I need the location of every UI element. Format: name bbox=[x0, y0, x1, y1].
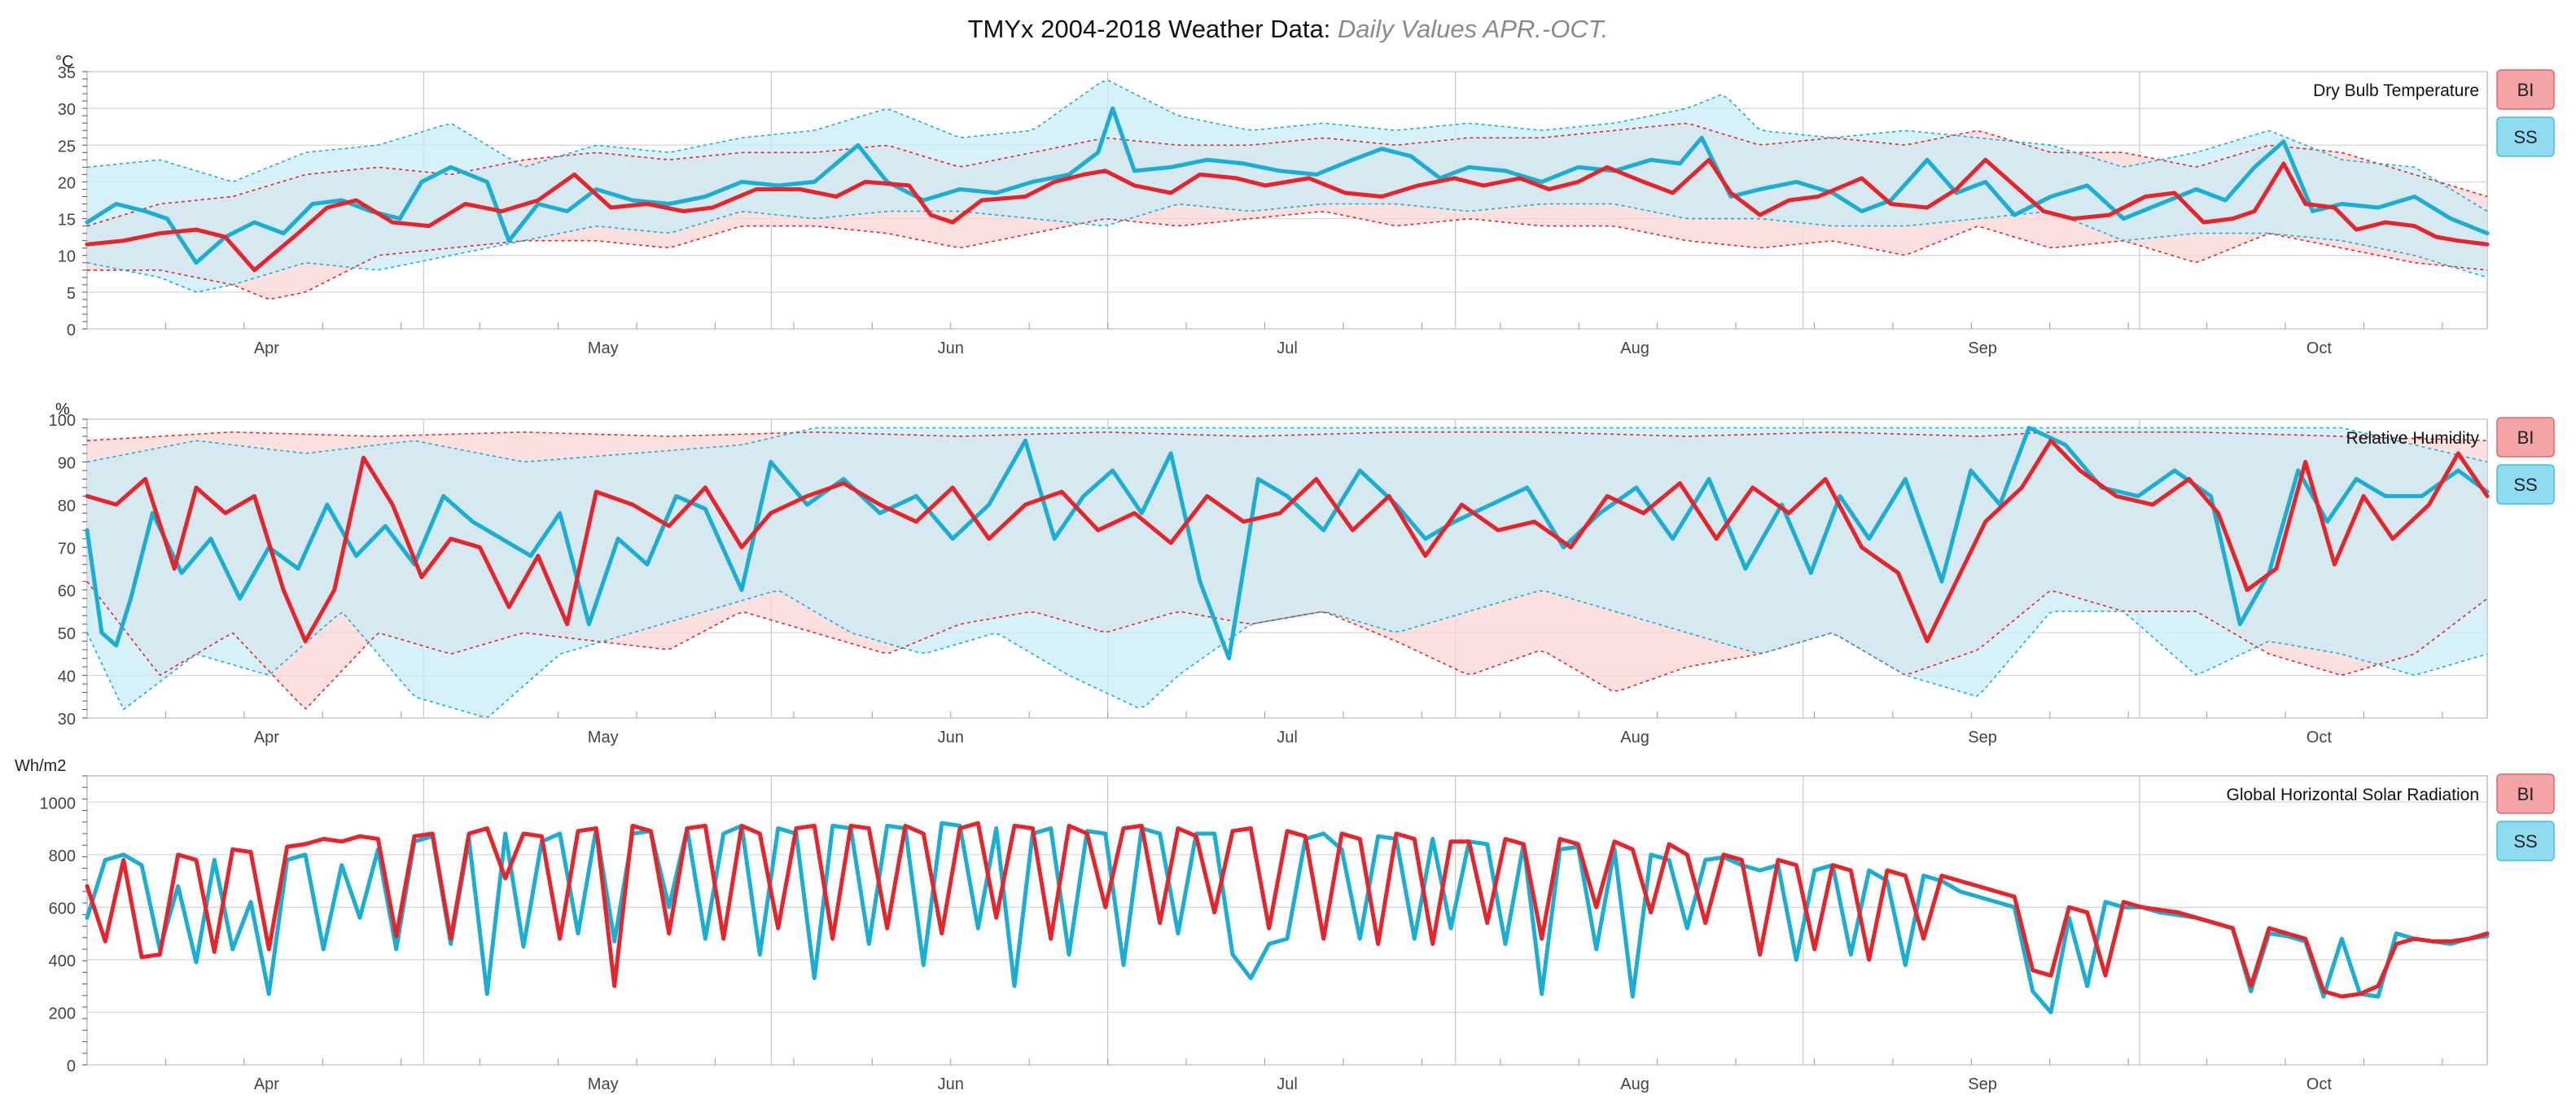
series-line-ss bbox=[85, 106, 2490, 265]
band-edge-lower-ss bbox=[86, 589, 2488, 718]
chart-main-title: TMYx 2004-2018 Weather Data: Daily Value… bbox=[0, 15, 2576, 44]
panel-title: Dry Bulb Temperature bbox=[2313, 81, 2479, 100]
y-tick-label: 70 bbox=[58, 540, 76, 558]
legend-badge-bi bbox=[2496, 417, 2555, 458]
band-edge-upper-bi bbox=[86, 431, 2488, 441]
main-title-text: TMYx 2004-2018 Weather Data: bbox=[967, 15, 1338, 43]
main-title-subtitle: Daily Values APR.-OCT. bbox=[1337, 15, 1609, 43]
y-tick-label: 0 bbox=[67, 1058, 76, 1075]
month-label-apr: Apr bbox=[254, 339, 279, 357]
legend-label-ss: SS bbox=[2513, 831, 2537, 852]
series-line-bi bbox=[85, 438, 2490, 644]
month-label-jun: Jun bbox=[938, 339, 964, 357]
month-label-sep: Sep bbox=[1968, 339, 1997, 357]
band-edge-lower-ss bbox=[86, 203, 2488, 293]
y-tick-label: 50 bbox=[58, 625, 76, 643]
y-tick-label: 400 bbox=[49, 953, 76, 970]
y-axis-unit-label: % bbox=[55, 401, 70, 418]
y-tick-label: 800 bbox=[49, 847, 76, 865]
chart-panel-3: 0 200 400 600 800 1000 Wh/m2 Apr May Jun Jul Aug Sep… bbox=[15, 757, 2555, 1093]
y-tick-label: 600 bbox=[49, 900, 76, 917]
band-edge-upper-ss bbox=[86, 80, 2488, 212]
y-tick-label: 1000 bbox=[40, 795, 77, 812]
y-tick-label: 25 bbox=[58, 138, 76, 155]
series-line-ss bbox=[85, 821, 2490, 1014]
panel-title: Relative Humidity bbox=[2346, 429, 2480, 448]
y-tick-label: 5 bbox=[67, 285, 76, 303]
legend-label-bi: BI bbox=[2517, 427, 2534, 448]
month-label-oct: Oct bbox=[2307, 729, 2333, 747]
legend-label-ss: SS bbox=[2513, 127, 2537, 147]
y-tick-label: 80 bbox=[58, 497, 76, 515]
series-line-bi bbox=[85, 157, 2490, 273]
legend-label-bi: BI bbox=[2517, 784, 2534, 804]
month-label-oct: Oct bbox=[2307, 339, 2333, 357]
month-label-may: May bbox=[588, 1075, 619, 1093]
legend-badge-bi bbox=[2496, 69, 2555, 110]
chart-panel-1: 0 5 10 15 20 25 30 35°C Apr May Jun Jul Aug Sep Oct Dry… bbox=[55, 53, 2555, 357]
band-edge-upper-bi bbox=[86, 122, 2488, 227]
legend-badge-ss bbox=[2496, 821, 2555, 861]
month-label-jul: Jul bbox=[1277, 1075, 1298, 1093]
y-tick-label: 100 bbox=[49, 412, 76, 430]
y-tick-label: 35 bbox=[58, 64, 76, 82]
month-label-sep: Sep bbox=[1968, 1075, 1997, 1093]
month-label-may: May bbox=[588, 339, 619, 357]
y-tick-label: 20 bbox=[58, 174, 76, 192]
month-label-jun: Jun bbox=[938, 1075, 964, 1093]
band-edge-lower-bi bbox=[86, 580, 2488, 710]
y-tick-label: 90 bbox=[58, 454, 76, 472]
band-edge-upper-ss bbox=[86, 427, 2488, 463]
plot-area bbox=[86, 775, 2488, 1066]
legend-label-bi: BI bbox=[2517, 80, 2534, 100]
month-label-oct: Oct bbox=[2307, 1075, 2333, 1093]
chart-panel-2: 30 40 50 60 70 80 90 100% Apr May Jun Jul Aug Sep Oct R… bbox=[49, 401, 2555, 747]
month-label-jul: Jul bbox=[1277, 339, 1298, 357]
y-tick-label: 60 bbox=[58, 583, 76, 601]
y-axis-unit-label: °C bbox=[55, 53, 73, 71]
legend-label-ss: SS bbox=[2513, 475, 2537, 495]
y-tick-label: 0 bbox=[67, 322, 76, 339]
y-tick-label: 30 bbox=[58, 711, 76, 729]
y-axis-unit-label: Wh/m2 bbox=[15, 757, 66, 775]
y-tick-label: 40 bbox=[58, 668, 76, 686]
month-label-aug: Aug bbox=[1620, 729, 1649, 747]
month-label-jul: Jul bbox=[1277, 729, 1298, 747]
y-tick-label: 30 bbox=[58, 101, 76, 119]
panel-title: Global Horizontal Solar Radiation bbox=[2227, 786, 2480, 804]
series-line-bi bbox=[85, 821, 2490, 999]
month-label-apr: Apr bbox=[254, 1075, 279, 1093]
month-label-aug: Aug bbox=[1620, 1075, 1649, 1093]
month-label-may: May bbox=[588, 729, 619, 747]
month-label-jun: Jun bbox=[938, 729, 964, 747]
month-label-sep: Sep bbox=[1968, 729, 1997, 747]
y-tick-label: 15 bbox=[58, 212, 76, 230]
series-line-ss bbox=[85, 426, 2490, 661]
legend-badge-bi bbox=[2496, 773, 2555, 814]
legend-badge-ss bbox=[2496, 116, 2555, 157]
y-tick-label: 10 bbox=[58, 248, 76, 266]
band-ss bbox=[87, 80, 2487, 292]
month-label-aug: Aug bbox=[1620, 339, 1649, 357]
y-tick-label: 200 bbox=[49, 1005, 76, 1023]
legend-badge-ss bbox=[2496, 464, 2555, 505]
month-label-apr: Apr bbox=[254, 729, 279, 747]
